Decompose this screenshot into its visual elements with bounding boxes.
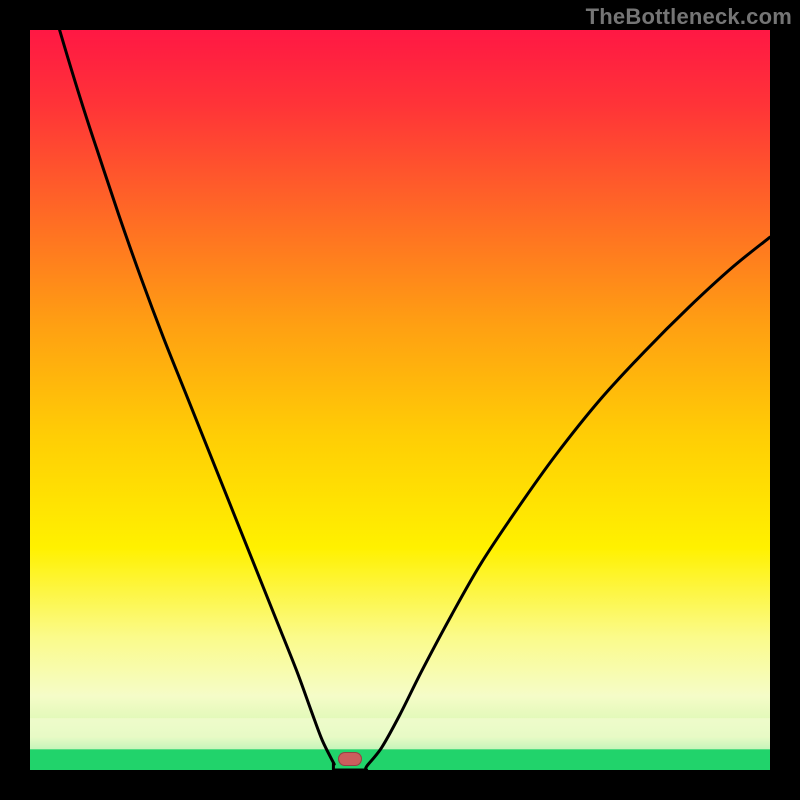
pale-band xyxy=(30,718,770,749)
green-band xyxy=(30,749,770,770)
chart-outer: TheBottleneck.com xyxy=(0,0,800,800)
minimum-marker xyxy=(338,752,362,766)
gradient-background xyxy=(30,30,770,770)
plot-area xyxy=(30,30,770,770)
watermark-text: TheBottleneck.com xyxy=(586,4,792,30)
plot-svg xyxy=(30,30,770,770)
